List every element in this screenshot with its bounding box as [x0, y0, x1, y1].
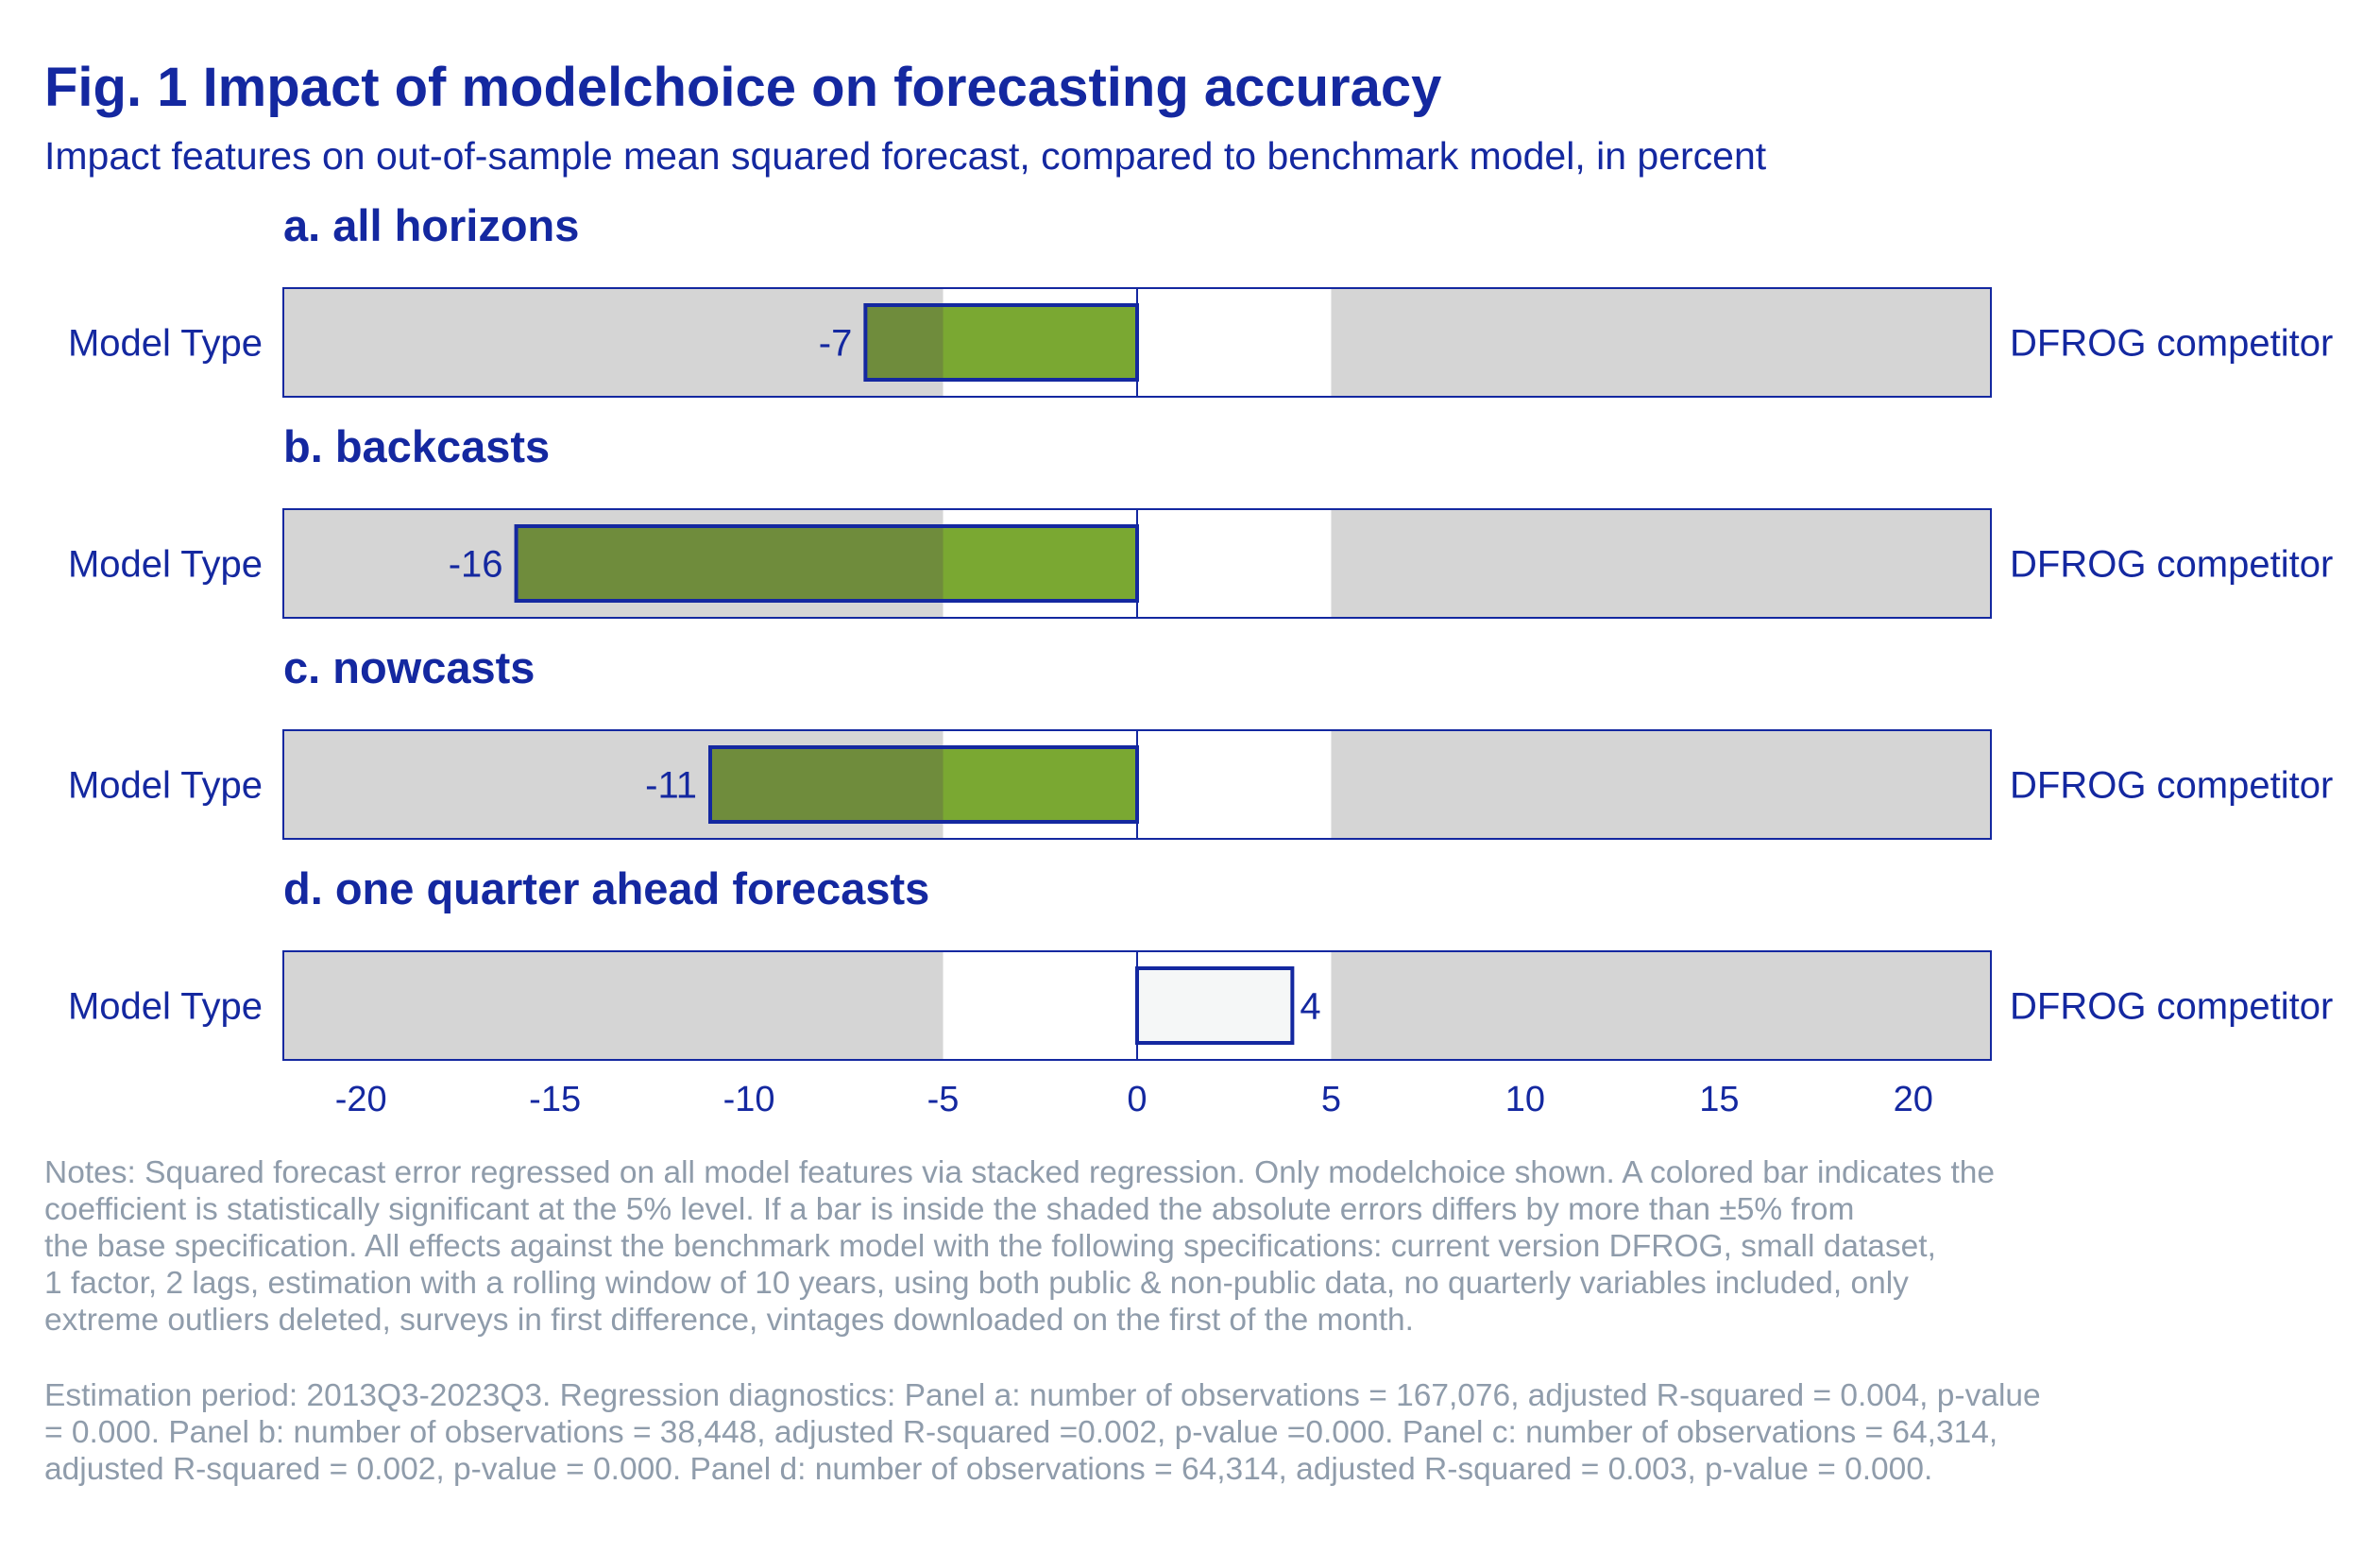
panel-frame — [282, 729, 1992, 840]
right-category-label: DFROG competitor — [2010, 765, 2333, 807]
bar-outline — [708, 745, 1139, 824]
x-tick-label: -15 — [529, 1080, 581, 1119]
x-tick-label: 5 — [1321, 1080, 1341, 1119]
left-category-label: Model Type — [68, 765, 263, 807]
x-tick-label: -10 — [723, 1080, 775, 1119]
panels: a. all horizons -7 Model Type DFROG competi… — [68, 200, 2333, 1061]
figure-subtitle: Impact features on out-of-sample mean sq… — [44, 134, 1767, 178]
shaded-region-left — [283, 951, 944, 1060]
left-category-label: Model Type — [68, 544, 263, 586]
figure-title: Fig. 1 Impact of modelchoice on forecast… — [44, 57, 1441, 118]
shaded-region-right — [1331, 730, 1991, 839]
panel-title: a. all horizons — [283, 200, 579, 250]
right-category-label: DFROG competitor — [2010, 986, 2333, 1028]
bar — [1137, 968, 1293, 1043]
shaded-region-right — [1331, 509, 1991, 618]
bar-outline — [514, 524, 1139, 603]
bar-shaded-overlap — [710, 747, 944, 822]
panel-title: d. one quarter ahead forecasts — [283, 863, 929, 913]
panel-frame — [282, 508, 1992, 619]
bar-shaded-overlap — [865, 305, 944, 380]
x-tick-label: 0 — [1127, 1080, 1147, 1119]
x-tick-label: -20 — [335, 1080, 387, 1119]
bar-shaded-overlap — [516, 526, 944, 601]
bar-value-label: 4 — [1300, 986, 1320, 1028]
bar-value-label: -11 — [645, 765, 697, 807]
bar-value-label: -7 — [819, 323, 853, 365]
right-category-label: DFROG competitor — [2010, 544, 2333, 586]
panel-title: c. nowcasts — [283, 642, 535, 692]
shaded-region-left — [283, 288, 944, 397]
panel-frame — [282, 287, 1992, 398]
shaded-region-right — [1331, 951, 1991, 1060]
panel-c: c. nowcasts -11 Model Type DFROG competitor — [68, 642, 2333, 840]
x-tick-label: -5 — [927, 1080, 960, 1119]
chart-notes: Notes: Squared forecast error regressed … — [44, 1155, 1996, 1338]
x-tick-label: 10 — [1505, 1080, 1545, 1119]
estimation-notes: Estimation period: 2013Q3-2023Q3. Regres… — [44, 1378, 2041, 1487]
x-axis: -20 -15 -10 -5 0 5 10 15 20 — [335, 1080, 1933, 1119]
left-category-label: Model Type — [68, 323, 263, 365]
left-category-label: Model Type — [68, 986, 263, 1028]
panel-a: a. all horizons -7 Model Type DFROG competi… — [68, 200, 2333, 398]
panel-b: b. backcasts -16 Model Type DFROG competito… — [68, 421, 2333, 619]
right-category-label: DFROG competitor — [2010, 323, 2333, 365]
bar-outline — [863, 303, 1139, 382]
shaded-region-right — [1331, 288, 1991, 397]
panel-frame — [282, 950, 1992, 1061]
panel-title: b. backcasts — [283, 421, 550, 471]
x-tick-label: 15 — [1699, 1080, 1739, 1119]
x-tick-label: 20 — [1894, 1080, 1933, 1119]
bar-value-label: -16 — [449, 544, 503, 586]
bar-outline — [1135, 966, 1295, 1045]
panel-d: d. one quarter ahead forecasts 4 Model Typ… — [68, 863, 2333, 1061]
